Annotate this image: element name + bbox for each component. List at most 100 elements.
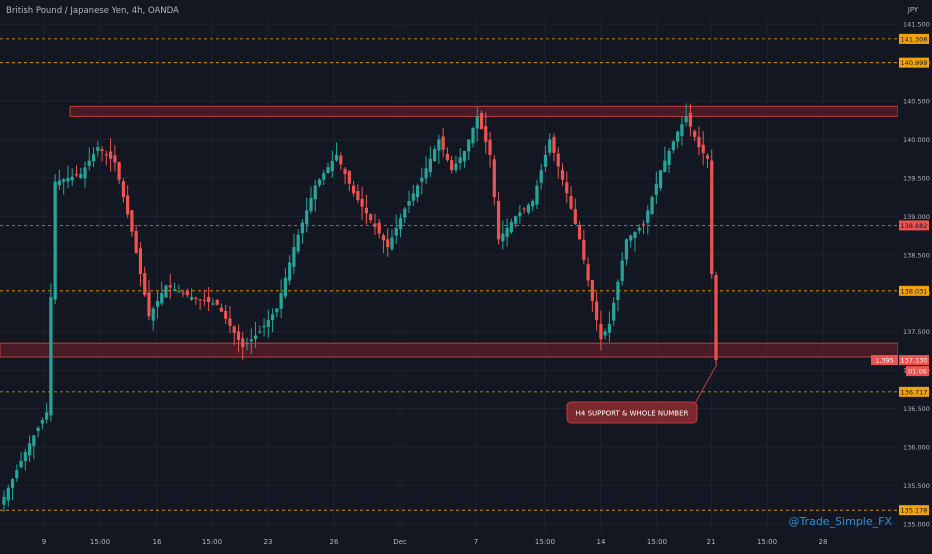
- time-tick-label: 23: [264, 538, 273, 546]
- candle-body: [445, 153, 450, 160]
- candle-body: [322, 173, 326, 180]
- candle-body: [398, 218, 403, 230]
- candle-body: [143, 273, 147, 296]
- price-tick-label: 140.000: [903, 136, 930, 144]
- candle-body: [454, 163, 458, 171]
- level-label-text: 138.031: [901, 287, 928, 295]
- candle-body: [309, 197, 313, 212]
- candle-body: [590, 279, 594, 301]
- candle-body: [62, 179, 66, 182]
- current-price-text: 137.130: [901, 357, 928, 365]
- price-tick-label: 135.000: [903, 520, 930, 528]
- resistance-zone: [69, 105, 899, 117]
- candle-body: [32, 435, 36, 447]
- candle-body: [479, 112, 484, 130]
- price-axis-background: [898, 0, 932, 550]
- time-tick-label: 7: [474, 538, 478, 546]
- candle-body: [356, 191, 360, 201]
- candle-body: [458, 157, 462, 164]
- price-tick-label: 139.500: [903, 174, 930, 182]
- candle-body: [381, 235, 386, 241]
- candle-body: [57, 180, 62, 185]
- price-axis[interactable]: 135.000135.500136.000136.500137.000137.5…: [898, 0, 932, 550]
- candle-body: [505, 227, 509, 237]
- time-tick-label: Dec: [393, 538, 407, 546]
- candle-body: [241, 338, 245, 348]
- candle-body: [168, 285, 172, 288]
- candle-body: [471, 127, 475, 144]
- candle-body: [650, 197, 654, 215]
- candle-body: [450, 160, 454, 171]
- level-labels: 141.308 140.999 138.882 138.031 136.717 135.1…: [871, 33, 929, 516]
- candle-body: [113, 155, 117, 163]
- candle-body: [49, 297, 53, 416]
- candle-body: [543, 154, 548, 167]
- candle-body: [531, 200, 535, 207]
- candle-body: [343, 168, 347, 175]
- candle-body: [147, 292, 151, 317]
- candle-body: [194, 297, 198, 299]
- annotation-box: [566, 401, 698, 424]
- time-axis[interactable]: 9 15:00 16 15:00 23 26 Dec 7 15:00 14 15:00 21 15:00…: [42, 538, 828, 546]
- candle-body: [360, 198, 364, 207]
- candle-body: [407, 200, 411, 206]
- candle-body: [305, 210, 309, 225]
- candle-body: [496, 201, 501, 240]
- candle-body: [488, 139, 492, 155]
- candle-body: [117, 162, 121, 180]
- candle-body: [390, 237, 394, 250]
- candle-body: [53, 181, 57, 300]
- candle-body: [624, 239, 629, 260]
- candle-body: [151, 308, 155, 321]
- level-label-text: 135.178: [901, 507, 928, 515]
- level-label-text: 140.999: [901, 59, 928, 67]
- candle-body: [522, 208, 526, 210]
- candle-body: [70, 176, 74, 181]
- candle-body: [484, 126, 488, 143]
- candle-body: [377, 222, 381, 234]
- grid: [0, 18, 898, 530]
- spread-box: [871, 355, 898, 366]
- candle-body: [539, 170, 543, 183]
- price-tick-label: 140.500: [903, 98, 930, 106]
- candle-body: [258, 331, 262, 333]
- candle-body: [202, 300, 206, 302]
- candle-body: [595, 301, 599, 321]
- candle-body: [684, 116, 688, 123]
- candle-body: [104, 154, 108, 156]
- candle-body: [36, 427, 40, 432]
- candle-body: [697, 136, 701, 148]
- candle-body: [347, 170, 351, 184]
- candle-body: [701, 144, 705, 153]
- candle-body: [100, 149, 104, 151]
- time-tick-label: 21: [707, 538, 716, 546]
- candle-body: [6, 487, 10, 501]
- price-tick-label: 136.000: [903, 443, 930, 451]
- chart-title: British Pound / Japanese Yen, 4h, OANDA: [6, 6, 179, 16]
- candle-body: [569, 196, 573, 209]
- candle-body: [654, 183, 658, 195]
- time-tick-label: 15:00: [757, 538, 777, 546]
- price-tick-label: 136.500: [903, 405, 930, 413]
- current-price-box: [899, 355, 929, 366]
- candle-body: [326, 167, 330, 174]
- candle-body: [262, 325, 266, 328]
- candle-body: [155, 300, 160, 307]
- candle-body: [215, 299, 219, 305]
- candle-body: [403, 208, 407, 218]
- candle-body: [462, 150, 467, 162]
- candle-body: [275, 308, 279, 313]
- time-tick-label: 15:00: [90, 538, 110, 546]
- candle-body: [10, 479, 15, 488]
- candle-body: [236, 331, 241, 340]
- price-tick-label: 139.000: [903, 213, 930, 221]
- candle-body: [232, 326, 236, 333]
- candle-body: [15, 470, 19, 479]
- time-tick-label: 15:00: [535, 538, 555, 546]
- candle-body: [121, 181, 125, 198]
- candle-body: [87, 160, 91, 166]
- price-tick-label: 135.500: [903, 482, 930, 490]
